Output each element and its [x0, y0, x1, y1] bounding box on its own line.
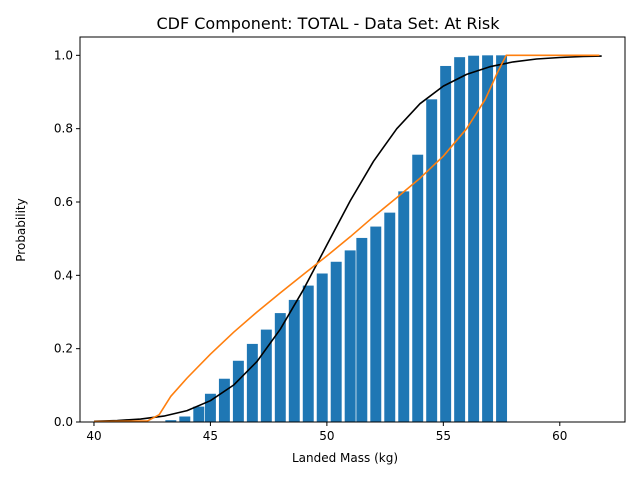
x-tick-label: 60 — [552, 429, 567, 443]
bar — [260, 329, 272, 422]
plot-area — [79, 36, 626, 423]
bar — [398, 191, 410, 422]
x-tick-label: 40 — [86, 429, 101, 443]
y-tick-label: 1.0 — [54, 48, 73, 62]
y-tick-label: 0.0 — [54, 415, 73, 429]
bar — [356, 237, 368, 422]
x-tick-label: 45 — [203, 429, 218, 443]
chart-title: CDF Component: TOTAL - Data Set: At Risk — [156, 14, 500, 33]
cdf-line-2 — [93, 54, 600, 423]
bar — [412, 154, 424, 422]
line-group — [93, 54, 602, 423]
bar — [330, 261, 342, 422]
bar — [218, 378, 230, 422]
bar — [302, 285, 314, 422]
bar — [370, 226, 382, 422]
bar — [204, 393, 216, 422]
bar-group — [165, 55, 508, 423]
bar — [496, 55, 508, 422]
x-axis: 40 45 50 55 60 — [86, 422, 567, 443]
bar — [426, 99, 438, 422]
y-tick-label: 0.2 — [54, 342, 73, 356]
y-tick-label: 0.4 — [54, 268, 73, 282]
bar — [440, 65, 452, 422]
bar — [468, 55, 480, 422]
y-tick-label: 0.8 — [54, 122, 73, 136]
bar — [193, 406, 205, 422]
bar — [179, 416, 191, 422]
bar — [384, 212, 396, 422]
bar — [344, 250, 356, 422]
bar — [274, 313, 286, 422]
x-axis-label: Landed Mass (kg) — [292, 451, 398, 465]
bar — [246, 343, 258, 422]
bar — [288, 299, 300, 422]
y-axis-label: Probability — [14, 198, 28, 261]
bar — [316, 273, 328, 422]
y-tick-label: 0.6 — [54, 195, 73, 209]
bar — [232, 360, 244, 422]
bar — [454, 57, 466, 423]
bar — [165, 420, 177, 422]
cdf-line-1 — [93, 55, 602, 423]
y-axis: 0.0 0.2 0.4 0.6 0.8 1.0 — [54, 48, 80, 429]
x-tick-label: 55 — [436, 429, 451, 443]
x-tick-label: 50 — [319, 429, 334, 443]
bar — [482, 55, 494, 422]
plot-frame — [79, 36, 626, 423]
